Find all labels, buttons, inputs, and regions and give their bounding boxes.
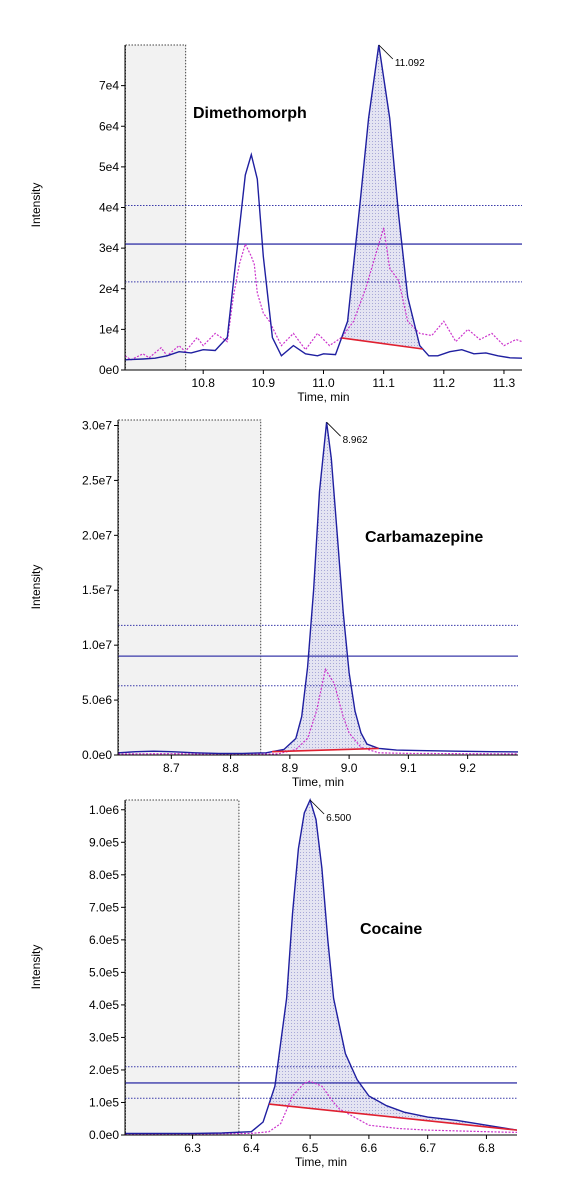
plot-area xyxy=(125,44,522,361)
y-tick-label: 5.0e5 xyxy=(89,965,119,979)
x-tick-label: 11.2 xyxy=(433,376,456,390)
x-tick-label: 8.7 xyxy=(163,761,180,775)
y-tick-label: 1e4 xyxy=(99,322,119,336)
x-tick-label: 6.4 xyxy=(243,1141,260,1155)
x-tick-label: 6.3 xyxy=(184,1141,201,1155)
y-tick-label: 1.0e5 xyxy=(89,1095,119,1109)
y-tick-label: 0e0 xyxy=(99,363,119,377)
y-tick-label: 6e4 xyxy=(99,119,119,133)
x-tick-label: 9.1 xyxy=(400,761,417,775)
plot-area xyxy=(118,422,518,755)
quantifier-trace xyxy=(125,797,517,1135)
y-tick-label: 3e4 xyxy=(99,241,119,255)
qualifier-trace xyxy=(125,1080,517,1135)
y-tick-label: 2.5e7 xyxy=(82,473,112,487)
x-tick-label: 8.9 xyxy=(282,761,299,775)
expected-window-box xyxy=(125,44,187,371)
x-tick-label: 11.3 xyxy=(493,376,516,390)
y-tick-label: 5.0e6 xyxy=(82,693,112,707)
peak-label-leader xyxy=(378,44,394,60)
y-tick-label: 2e4 xyxy=(99,282,119,296)
integration-baseline xyxy=(272,747,379,753)
y-tick-label: 2.0e7 xyxy=(82,528,112,542)
x-tick-label: 11.0 xyxy=(312,376,335,390)
x-tick-label: 11.1 xyxy=(372,376,395,390)
y-axis-label: Intensity xyxy=(29,565,43,610)
quantifier-trace xyxy=(125,44,522,361)
y-tick-label: 1.0e6 xyxy=(89,803,119,817)
integrated-peak-area xyxy=(269,800,517,1131)
peak-label-leader xyxy=(326,421,341,437)
y-axis-label: Intensity xyxy=(29,183,43,228)
compound-name: Cocaine xyxy=(360,921,422,938)
x-tick-label: 6.5 xyxy=(302,1141,319,1155)
compound-name: Dimethomorph xyxy=(193,105,307,122)
y-tick-label: 2.0e5 xyxy=(89,1063,119,1077)
y-tick-label: 5e4 xyxy=(99,160,119,174)
y-tick-label: 1.0e7 xyxy=(82,638,112,652)
integrated-peak-area xyxy=(341,45,423,349)
y-tick-label: 4e4 xyxy=(99,201,119,215)
x-tick-label: 6.8 xyxy=(478,1141,495,1155)
y-tick-label: 7e4 xyxy=(99,79,119,93)
y-tick-label: 3.0e5 xyxy=(89,1030,119,1044)
peak-rt-label: 8.962 xyxy=(343,435,368,446)
y-tick-label: 0.0e0 xyxy=(89,1128,119,1142)
chromatogram-panel-cocaine: 0.0e0 1.0e5 2.0e5 3.0e5 4.0e5 5.0e5 6.0e5 7.0e5… xyxy=(29,797,517,1169)
x-tick-label: 10.8 xyxy=(192,376,216,390)
x-tick-label: 8.8 xyxy=(222,761,239,775)
y-tick-label: 0.0e0 xyxy=(82,748,112,762)
compound-name: Carbamazepine xyxy=(365,529,483,546)
x-tick-label: 10.9 xyxy=(252,376,276,390)
integrated-peak-area xyxy=(272,422,379,752)
y-tick-label: 1.5e7 xyxy=(82,583,112,597)
expected-window-box xyxy=(125,799,240,1136)
plot-area xyxy=(125,797,517,1135)
x-axis-label: Time, min xyxy=(295,1155,347,1169)
y-tick-label: 3.0e7 xyxy=(82,418,112,432)
y-tick-label: 7.0e5 xyxy=(89,900,119,914)
y-tick-label: 9.0e5 xyxy=(89,835,119,849)
x-axis-label: Time, min xyxy=(292,775,344,789)
integration-baseline xyxy=(268,1103,517,1131)
y-tick-label: 4.0e5 xyxy=(89,998,119,1012)
x-tick-label: 6.7 xyxy=(419,1141,436,1155)
chromatogram-panel-carbamazepine: 0.0e0 5.0e6 1.0e7 1.5e7 2.0e7 2.5e7 3.0e7 8.7 8.… xyxy=(29,418,518,789)
x-tick-label: 9.0 xyxy=(341,761,358,775)
chromatogram-panel-dimethomorph: 0e0 1e4 2e4 3e4 4e4 5e4 6e4 7e4 10.8 10.9 11.0 11.1… xyxy=(29,44,522,404)
quantifier-trace xyxy=(118,422,518,755)
x-tick-label: 6.6 xyxy=(361,1141,378,1155)
integration-baseline xyxy=(341,337,423,350)
expected-window-box xyxy=(118,419,262,756)
peak-rt-label: 11.092 xyxy=(395,58,425,69)
x-tick-label: 9.2 xyxy=(459,761,476,775)
peak-rt-label: 6.500 xyxy=(326,813,351,824)
peak-label-leader xyxy=(309,799,325,815)
qualifier-trace xyxy=(118,667,518,755)
y-tick-label: 8.0e5 xyxy=(89,868,119,882)
y-tick-label: 6.0e5 xyxy=(89,933,119,947)
x-axis-label: Time, min xyxy=(297,390,349,404)
y-axis-label: Intensity xyxy=(29,945,43,990)
